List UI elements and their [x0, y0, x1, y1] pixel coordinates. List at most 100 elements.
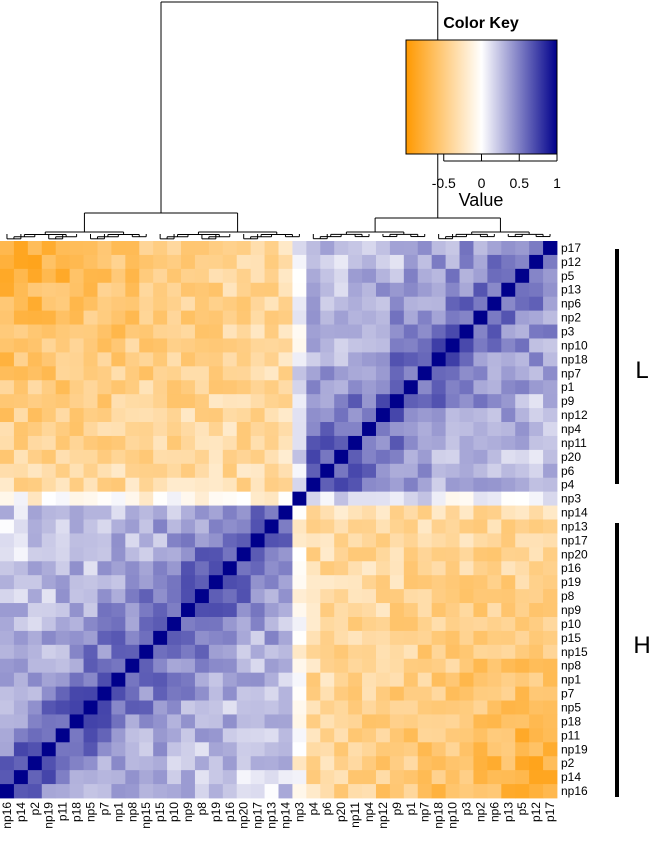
heatmap-cell [97, 658, 112, 674]
heatmap-cell [13, 241, 29, 256]
heatmap-cell [97, 547, 112, 562]
heatmap-cell [111, 533, 126, 548]
heatmap-cell [403, 435, 419, 451]
heatmap-cell [320, 463, 335, 479]
heatmap-cell [445, 449, 460, 465]
heatmap-cell [334, 589, 349, 604]
heatmap-cell [334, 422, 349, 437]
heatmap-cell [445, 672, 460, 687]
heatmap-cell [153, 672, 168, 687]
heatmap-cell [473, 630, 488, 646]
heatmap-cell [375, 714, 391, 729]
heatmap-cell [153, 728, 168, 743]
heatmap-cell [139, 463, 154, 479]
heatmap-cell [417, 408, 433, 423]
heatmap-cell [208, 728, 224, 743]
heatmap-cell [292, 756, 307, 771]
heatmap-cell [417, 254, 433, 270]
heatmap-cell [501, 603, 516, 618]
heatmap-cell [389, 241, 405, 256]
heatmap-cell [0, 394, 15, 409]
heatmap-cell [83, 505, 98, 520]
heatmap-cell [208, 603, 224, 618]
heatmap-cell [320, 742, 335, 757]
heatmap-cell [292, 714, 307, 729]
heatmap-cell [181, 561, 196, 576]
heatmap-cell [306, 338, 321, 353]
heatmap-cell [292, 770, 307, 785]
heatmap-cell [403, 366, 419, 381]
heatmap-cell [194, 408, 210, 423]
heatmap-cell [362, 310, 377, 325]
heatmap-cell [375, 630, 391, 646]
heatmap-cell [375, 380, 391, 395]
heatmap-cell [69, 282, 84, 298]
heatmap-cell [167, 742, 182, 757]
heatmap-cell [236, 756, 252, 771]
heatmap-cell [543, 408, 558, 423]
heatmap-cell [473, 770, 488, 785]
heatmap-cell [97, 491, 112, 506]
heatmap-cell [153, 603, 168, 618]
heatmap-cell [445, 728, 460, 743]
row-label: np1 [561, 673, 581, 687]
heatmap-cell [515, 449, 530, 465]
heatmap-cell [543, 282, 558, 298]
heatmap-cell [445, 533, 460, 548]
heatmap-cell [181, 700, 196, 715]
heatmap-cell [543, 241, 558, 256]
heatmap-cell [529, 603, 544, 618]
heatmap-cell [473, 519, 488, 534]
heatmap-cell [417, 616, 433, 632]
heatmap-cell [208, 533, 224, 548]
heatmap-cell [111, 422, 126, 437]
heatmap-cell [264, 700, 279, 715]
heatmap-cell [111, 380, 126, 395]
heatmap-cell [97, 505, 112, 520]
heatmap-cell [55, 575, 71, 590]
heatmap-cell [41, 394, 57, 409]
heatmap-cell [0, 533, 15, 548]
heatmap-cell [97, 756, 112, 771]
heatmap-cell [167, 477, 182, 493]
heatmap-cell [362, 435, 377, 451]
heatmap-cell [139, 770, 154, 785]
heatmap-cell [181, 435, 196, 451]
heatmap-cell [431, 282, 447, 298]
column-label: p11 [56, 802, 70, 821]
heatmap-cell [431, 603, 447, 618]
heatmap-cell [487, 616, 502, 632]
heatmap-cell [83, 616, 98, 632]
heatmap-cell [278, 686, 293, 701]
color-key: Color Key -0.5 0 0.5 1 Value [405, 15, 561, 210]
heatmap-cell [348, 672, 363, 687]
heatmap-cell [473, 352, 488, 367]
heatmap-cell [97, 282, 112, 298]
heatmap-cell [69, 241, 84, 256]
heatmap-cell [41, 505, 57, 520]
heatmap-cell [153, 616, 168, 632]
heatmap-cell [320, 658, 335, 674]
heatmap-cell [0, 296, 15, 312]
column-label: np16 [0, 802, 14, 829]
heatmap-cell [487, 422, 502, 437]
heatmap-cell [306, 449, 321, 465]
heatmap-cell [167, 408, 182, 423]
heatmap-cell [27, 254, 43, 270]
row-label: np17 [561, 533, 588, 547]
heatmap-cell [13, 547, 29, 562]
heatmap-cell [334, 630, 349, 646]
heatmap-cell [431, 435, 447, 451]
heatmap-cell [208, 700, 224, 715]
heatmap-cell [55, 394, 71, 409]
heatmap-cell [362, 672, 377, 687]
heatmap-cell [278, 784, 293, 799]
heatmap-cell [501, 672, 516, 687]
heatmap-cell [194, 784, 210, 799]
heatmap-cell [501, 644, 516, 660]
heatmap-cell [417, 686, 433, 701]
heatmap-cell [13, 533, 29, 548]
heatmap-cell [181, 589, 196, 604]
heatmap-cell [348, 310, 363, 325]
row-label: np9 [561, 603, 581, 617]
